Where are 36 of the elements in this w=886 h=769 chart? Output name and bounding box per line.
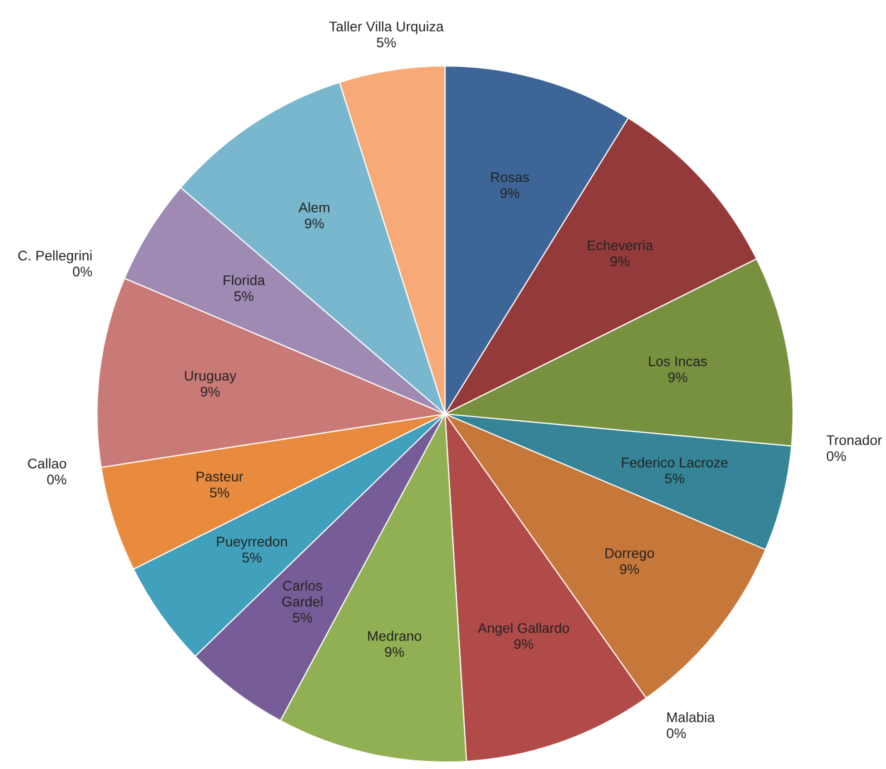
data-label: 9% <box>514 639 534 649</box>
text: 0% <box>47 474 66 484</box>
slice-label: Angel Gallardo <box>478 622 570 636</box>
data-label: 9% <box>385 647 404 657</box>
slice-label: Uruguay <box>184 370 236 384</box>
text: 0% <box>666 728 686 738</box>
text: 0% <box>72 266 92 276</box>
data-label: 5% <box>242 552 262 562</box>
data-label: 5% <box>292 612 312 623</box>
data-label: 9% <box>668 372 688 382</box>
slice-label: Medrano <box>368 630 422 641</box>
slice-label: Alem <box>298 202 330 212</box>
slice-label: Carlos Gardel <box>282 580 322 607</box>
data-label: 5% <box>376 38 396 48</box>
category-label: Malabia <box>667 712 715 722</box>
slice-label: Pueyrredon <box>217 536 287 550</box>
data-label: 9% <box>610 256 630 266</box>
category-label: Callao <box>28 458 66 468</box>
category-label: Tronador <box>826 434 882 446</box>
text: 0% <box>826 451 846 462</box>
slice-label: Florida <box>224 274 266 286</box>
data-label: 9% <box>304 218 324 228</box>
data-label: 5% <box>210 488 230 498</box>
data-label: 9% <box>500 188 520 198</box>
data-label: 9% <box>620 564 639 574</box>
slice-label: Dorrego <box>605 548 654 561</box>
slice-label: Pasteur <box>196 472 244 482</box>
slice-label: Rosas <box>491 172 529 182</box>
data-label: 5% <box>234 291 254 302</box>
slice-label: Echeverria <box>588 240 654 250</box>
slice-label: Taller Villa Urquiza <box>329 21 444 34</box>
category-label: C. Pellegrini <box>18 250 92 264</box>
data-label: 5% <box>665 474 684 484</box>
slice-label: Los Incas <box>649 356 707 366</box>
data-label: 9% <box>200 386 220 397</box>
slice-label: Federico Lacroze <box>622 457 728 468</box>
